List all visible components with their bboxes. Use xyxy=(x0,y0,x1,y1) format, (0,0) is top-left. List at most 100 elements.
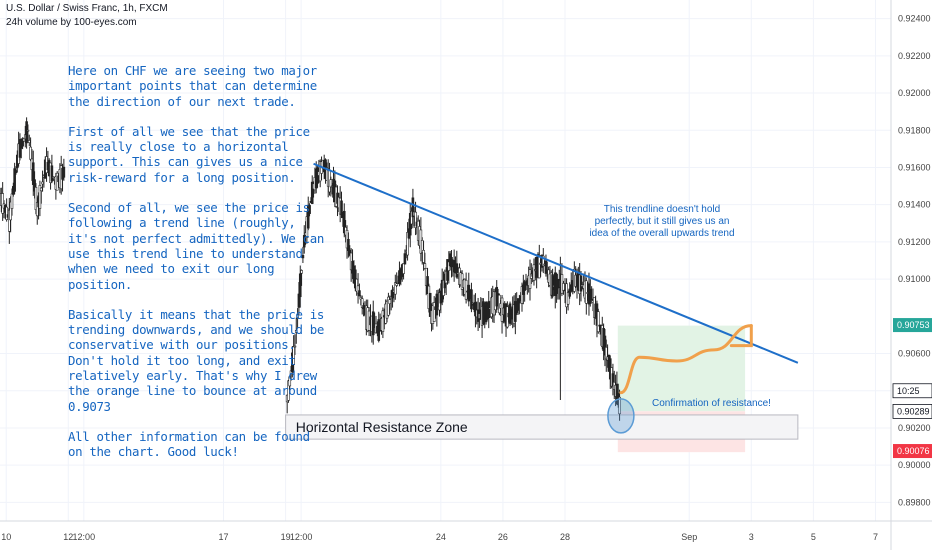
price-label-text: 10:25 xyxy=(897,386,920,396)
y-tick-label: 0.89800 xyxy=(898,497,931,507)
analysis-paragraph-5: All other information can be found on th… xyxy=(68,428,310,460)
candle-body xyxy=(306,204,310,229)
candle-body xyxy=(568,288,571,297)
candle-body xyxy=(524,283,528,286)
y-tick-label: 0.91200 xyxy=(898,237,931,247)
price-label-box xyxy=(892,383,932,399)
y-tick-label: 0.91000 xyxy=(898,274,931,284)
candle-body xyxy=(21,138,24,147)
projection-arrowhead xyxy=(729,324,753,348)
candle-body xyxy=(589,288,592,304)
candle-body xyxy=(340,200,343,215)
candle-body xyxy=(308,205,311,214)
y-tick-label: 0.90600 xyxy=(898,349,931,359)
candle-body xyxy=(293,345,297,348)
candles xyxy=(0,117,621,421)
analysis-paragraph-3: Second of all, we see the price is follo… xyxy=(68,200,324,292)
projection-curve[interactable] xyxy=(619,324,753,395)
candle-body xyxy=(618,396,621,415)
trendline-note-line: idea of the overall upwards trend xyxy=(589,228,734,239)
candle-body xyxy=(402,263,405,274)
candle-body xyxy=(394,282,397,295)
candle-body xyxy=(301,255,305,259)
candle-body xyxy=(1,193,4,214)
candle-body xyxy=(25,121,28,144)
candle-body xyxy=(13,168,16,192)
y-tick-label: 0.90000 xyxy=(898,460,931,470)
analysis-paragraph-4: Basically it means that the price is tre… xyxy=(68,306,324,414)
candle-body xyxy=(432,302,436,322)
candle-body xyxy=(388,299,392,305)
candle-body xyxy=(358,290,361,297)
candle-body xyxy=(39,187,43,192)
candle-body xyxy=(585,280,588,304)
candle-body xyxy=(538,254,541,279)
candle-body xyxy=(347,238,350,251)
x-tick-label: 19 xyxy=(281,532,291,542)
y-tick-label: 0.92400 xyxy=(898,14,931,24)
symbol-title: U.S. Dollar / Swiss Franc, 1h, FXCM xyxy=(6,3,168,14)
price-label-box xyxy=(893,318,932,333)
y-tick-label: 0.91800 xyxy=(898,125,931,135)
candle-body xyxy=(528,269,532,289)
zone-box xyxy=(285,414,799,440)
price-label-box xyxy=(893,444,932,459)
candle-body xyxy=(5,206,8,220)
candle-body xyxy=(523,281,526,291)
x-tick-label: 12 xyxy=(63,532,73,542)
candle-body xyxy=(467,284,471,302)
candle-body xyxy=(371,311,375,336)
candle-body xyxy=(50,165,54,182)
candle-body xyxy=(532,264,536,281)
candle-body xyxy=(470,289,473,310)
x-tick-label: Sep xyxy=(681,532,697,542)
x-tick-label: 24 xyxy=(436,532,446,542)
candle-body xyxy=(27,140,31,143)
candle-body xyxy=(41,181,44,185)
confirmation-circle[interactable] xyxy=(607,398,635,434)
price-labels: 0.90753 10:25 0.90289 0.90076 xyxy=(892,318,932,459)
y-tick-label: 0.90200 xyxy=(898,423,931,433)
indicator-title: 24h volume by 100-eyes.com xyxy=(6,17,137,28)
price-label-text: 0.90753 xyxy=(897,320,930,330)
price-label-box xyxy=(892,404,932,419)
candle-body xyxy=(596,311,600,333)
candle-body xyxy=(51,176,55,179)
candle-body xyxy=(395,283,398,286)
candle-body xyxy=(423,263,427,269)
analysis-paragraph-1: Here on CHF we are seeing two major impo… xyxy=(68,63,317,109)
candle-body xyxy=(590,298,593,301)
confirmation-label: Confirmation of resistance! xyxy=(652,398,771,409)
candle-body xyxy=(569,284,573,292)
y-tick-label: 0.92000 xyxy=(898,88,931,98)
analysis-text: Here on CHF we are seeing two major impo… xyxy=(68,63,330,460)
candle-body xyxy=(296,314,299,319)
trendline-note-line: This trendline doesn't hold xyxy=(604,204,720,215)
candle-body xyxy=(566,292,570,305)
candle-body xyxy=(508,303,512,324)
x-tick-label: 5 xyxy=(811,532,816,542)
analysis-paragraph-2: First of all we see that the price is re… xyxy=(68,123,310,185)
candle-body xyxy=(562,283,565,291)
candle-body xyxy=(406,232,409,256)
resistance-zone: Horizontal Resistance Zone xyxy=(285,414,799,440)
candle-body xyxy=(381,310,385,332)
candle-body xyxy=(464,279,468,300)
y-tick-label: 0.91600 xyxy=(898,162,931,172)
candle-body xyxy=(294,330,298,333)
x-tick-label: 28 xyxy=(560,532,570,542)
candle-body xyxy=(422,249,425,263)
candle-body xyxy=(455,263,459,278)
candle-body xyxy=(487,301,491,318)
candle-body xyxy=(403,253,407,265)
x-axis[interactable]: 10 12 12:00 17 19 12:00 24 26 28 Sep 3 5 7 xyxy=(1,532,878,542)
zone-label: Horizontal Resistance Zone xyxy=(296,419,468,435)
candle-body xyxy=(288,376,292,387)
trendline-note-line: perfectly, but it still gives us an xyxy=(595,216,730,227)
y-tick-label: 0.92200 xyxy=(898,51,931,61)
candle-body xyxy=(300,270,303,274)
trendline[interactable] xyxy=(313,162,799,364)
candle-body xyxy=(14,170,18,173)
drawings[interactable] xyxy=(313,162,799,434)
